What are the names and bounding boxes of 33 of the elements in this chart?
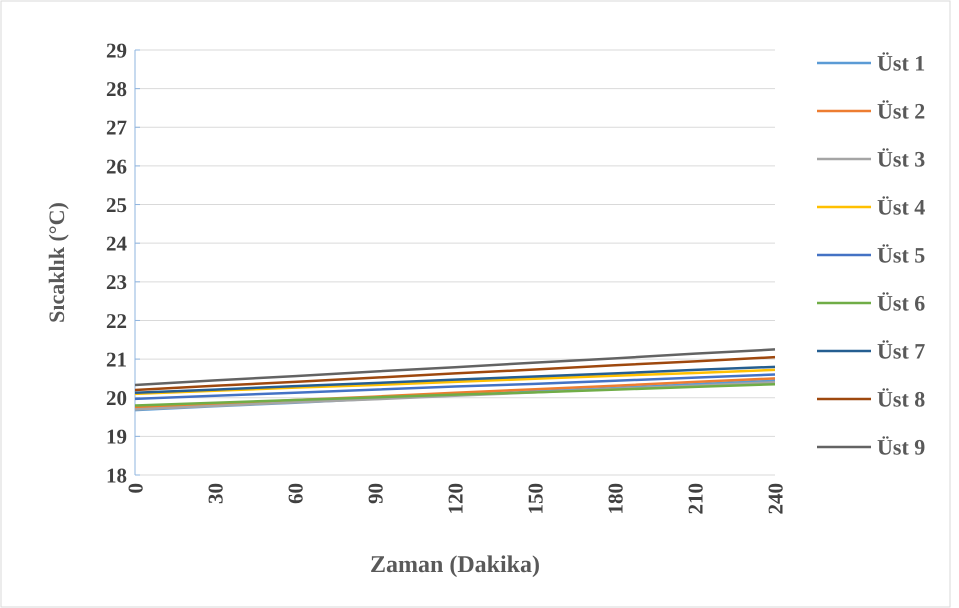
line-series	[134, 348, 776, 386]
legend-label: Üst 4	[877, 194, 926, 220]
y-tick-label: 20	[106, 386, 127, 410]
line-series	[134, 373, 776, 400]
legend-label: Üst 8	[877, 386, 926, 412]
x-axis-title: Zaman (Dakika)	[370, 552, 540, 578]
y-tick-label: 25	[106, 192, 127, 217]
legend-label: Üst 2	[877, 98, 926, 124]
x-tick-label: 120	[443, 483, 468, 514]
y-axis-title: Sıcaklık (°C)	[44, 202, 69, 323]
legend-label: Üst 1	[877, 50, 926, 76]
y-tick-label: 24	[106, 232, 128, 256]
x-tick-label: 90	[363, 483, 388, 504]
x-tick-label: 240	[763, 483, 788, 514]
line-series	[134, 356, 776, 392]
x-tick-label: 180	[603, 483, 628, 514]
y-tick-label: 19	[106, 424, 127, 449]
y-tick-label: 21	[106, 347, 127, 372]
x-tick-label: 150	[523, 483, 548, 514]
x-tick-label: 60	[283, 483, 308, 504]
legend-label: Üst 6	[877, 290, 926, 316]
y-tick-label: 28	[106, 76, 127, 101]
y-tick-label: 22	[106, 308, 127, 333]
y-tick-label: 29	[106, 38, 127, 62]
legend-label: Üst 7	[877, 338, 926, 364]
y-tick-label: 26	[106, 154, 127, 178]
y-tick-label: 27	[106, 116, 127, 140]
x-tick-label: 30	[203, 483, 228, 504]
x-tick-label: 210	[683, 483, 708, 514]
legend-label: Üst 9	[877, 434, 926, 460]
y-tick-label: 23	[106, 270, 127, 294]
legend-label: Üst 5	[877, 242, 926, 268]
legend-label: Üst 3	[877, 146, 926, 172]
